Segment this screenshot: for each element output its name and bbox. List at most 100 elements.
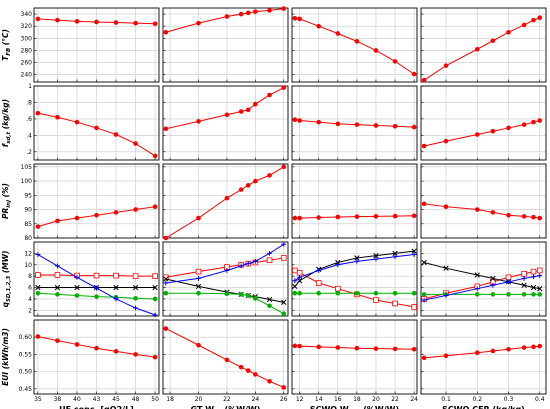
data-point bbox=[373, 256, 379, 262]
data-point bbox=[133, 352, 138, 357]
y-axis-label-row-3: PRinj (%) bbox=[1, 183, 12, 219]
y-tick-label-row-4: 2 bbox=[28, 307, 32, 314]
data-point bbox=[196, 119, 201, 124]
panel-frame bbox=[420, 7, 547, 83]
panel-frame bbox=[420, 319, 547, 395]
panel-r2-c3 bbox=[291, 85, 418, 161]
data-point bbox=[521, 345, 527, 350]
data-point bbox=[267, 173, 272, 178]
data-point bbox=[421, 143, 427, 149]
data-point bbox=[55, 114, 60, 120]
data-point bbox=[74, 274, 80, 280]
data-point bbox=[536, 267, 543, 274]
data-point bbox=[474, 132, 480, 137]
data-point bbox=[224, 195, 230, 201]
series-line-red bbox=[294, 17, 415, 75]
data-point bbox=[163, 29, 169, 35]
data-point bbox=[537, 286, 543, 292]
data-point bbox=[152, 296, 158, 302]
data-point bbox=[373, 346, 379, 351]
panel-r5-c4 bbox=[420, 319, 547, 395]
data-point bbox=[94, 212, 99, 218]
data-point bbox=[238, 292, 244, 297]
data-point bbox=[54, 284, 61, 291]
data-point bbox=[521, 271, 527, 277]
panel-r5-c2 bbox=[162, 319, 289, 395]
data-point bbox=[443, 63, 449, 68]
data-point bbox=[55, 263, 60, 269]
data-point bbox=[113, 296, 119, 302]
data-point bbox=[354, 255, 360, 261]
panel-r1-c1 bbox=[33, 7, 160, 83]
data-point bbox=[245, 368, 251, 373]
panel-frame bbox=[162, 241, 289, 317]
data-point bbox=[292, 117, 298, 123]
data-point bbox=[392, 250, 398, 257]
panel-r4-c3 bbox=[291, 241, 418, 317]
data-point bbox=[74, 293, 80, 298]
y-tick-label-row-3: 85 bbox=[24, 221, 32, 228]
data-point bbox=[392, 59, 398, 64]
data-point bbox=[421, 292, 427, 297]
y-tick-label-row-5: 0.50 bbox=[19, 369, 33, 376]
data-point bbox=[521, 282, 527, 288]
x-tick-label-col-2: 18 bbox=[166, 396, 174, 403]
data-point bbox=[113, 272, 119, 279]
data-point bbox=[411, 124, 417, 130]
data-point bbox=[297, 118, 302, 123]
panel-r3-c1 bbox=[33, 163, 160, 239]
series-line-black bbox=[424, 262, 540, 290]
data-point bbox=[373, 123, 379, 128]
data-point bbox=[443, 293, 449, 298]
data-point bbox=[474, 292, 480, 297]
data-point bbox=[94, 294, 99, 299]
data-point bbox=[297, 290, 302, 296]
data-point bbox=[506, 29, 511, 35]
data-point bbox=[253, 372, 258, 377]
data-point bbox=[521, 214, 527, 219]
data-point bbox=[196, 215, 201, 221]
data-point bbox=[297, 215, 302, 221]
data-point bbox=[335, 121, 341, 127]
data-point bbox=[163, 126, 169, 132]
y-tick-label-row-1: 280 bbox=[21, 47, 33, 54]
data-point bbox=[530, 284, 537, 291]
data-point bbox=[94, 125, 99, 131]
data-point bbox=[296, 269, 303, 276]
y-tick-label-row-3: 95 bbox=[24, 192, 32, 199]
panel-frame bbox=[291, 163, 418, 239]
data-point bbox=[252, 258, 258, 264]
data-point bbox=[392, 346, 398, 352]
data-point bbox=[224, 14, 230, 19]
series-line-red bbox=[294, 270, 415, 308]
panel-r2-c4 bbox=[420, 85, 547, 161]
x-tick-label-col-4: 0.4 bbox=[535, 396, 545, 403]
data-point bbox=[152, 354, 158, 360]
data-point bbox=[266, 296, 273, 303]
data-point bbox=[238, 109, 244, 114]
data-point bbox=[531, 274, 536, 280]
data-point bbox=[443, 204, 449, 209]
data-point bbox=[94, 345, 99, 351]
data-point bbox=[253, 101, 258, 107]
series-line-red bbox=[294, 119, 415, 128]
panel-frame bbox=[291, 7, 418, 83]
panel-r2-c2 bbox=[162, 85, 289, 161]
y-tick-label-row-1: 260 bbox=[21, 60, 33, 67]
data-point bbox=[392, 290, 398, 296]
x-tick-label-col-2: 24 bbox=[252, 396, 260, 403]
data-point bbox=[490, 275, 496, 282]
x-tick-label-col-1: 40 bbox=[73, 396, 81, 403]
data-point bbox=[292, 267, 298, 274]
x-tick-label-col-4: 0.3 bbox=[504, 396, 514, 403]
data-point bbox=[421, 259, 427, 266]
x-tick-label-col-1: 38 bbox=[54, 396, 62, 403]
data-point bbox=[238, 364, 244, 370]
data-point bbox=[113, 132, 119, 137]
data-point bbox=[163, 235, 169, 241]
data-point bbox=[35, 110, 41, 116]
data-point bbox=[196, 20, 201, 26]
y-axis-label-row-4: qSD,1,2,3 (MW) bbox=[1, 251, 12, 308]
y-tick-label-row-3: 105 bbox=[21, 164, 33, 171]
